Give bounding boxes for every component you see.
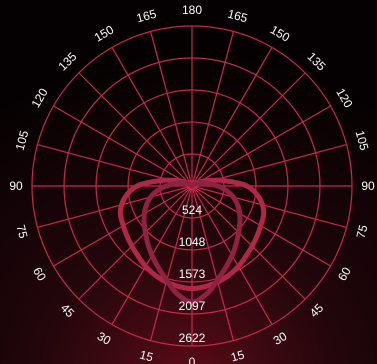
angle-tick-label-1: 15	[229, 347, 246, 364]
plot-area	[117, 177, 267, 305]
grid-spoke-9	[191, 72, 306, 187]
grid-spoke-1	[191, 185, 234, 341]
angle-tick-label-17: 105	[13, 129, 32, 152]
grid-spoke-3	[191, 185, 306, 300]
radial-tick-label-1: 1048	[179, 235, 206, 249]
angle-tick-label-11: 165	[226, 7, 249, 26]
radial-tick-label-3: 2097	[179, 299, 206, 313]
grid-spoke-16	[53, 105, 193, 187]
angle-tick-label-0: 0	[189, 355, 196, 364]
grid-spoke-11	[191, 31, 234, 187]
angle-tick-label-5: 75	[354, 223, 371, 240]
grid-spoke-23	[150, 185, 193, 341]
angle-tick-label-20: 60	[30, 265, 49, 284]
radial-tick-label-4: 2622	[179, 331, 206, 345]
grid-spoke-13	[150, 31, 193, 187]
angle-tick-label-13: 165	[135, 7, 158, 26]
grid-spoke-15	[78, 72, 193, 187]
grid-spoke-19	[37, 185, 193, 228]
radial-labels: 524 1048 1573 2097 2622	[179, 203, 206, 345]
grid-spoke-21	[78, 185, 193, 300]
radial-tick-label-2: 1573	[179, 267, 206, 281]
grid-spoke-5	[191, 185, 347, 228]
polar-grid	[31, 25, 353, 347]
angle-tick-label-2: 30	[271, 329, 290, 348]
angle-tick-label-22: 30	[95, 329, 114, 348]
angle-tick-label-7: 105	[353, 129, 372, 152]
grid-spoke-8	[191, 105, 331, 187]
angle-tick-label-18: 90	[9, 179, 23, 193]
angle-tick-label-19: 75	[14, 223, 31, 240]
grid-spoke-14	[111, 47, 193, 187]
radial-tick-label-0: 524	[182, 203, 202, 217]
angle-tick-label-6: 90	[361, 179, 375, 193]
angle-tick-label-12: 180	[182, 3, 202, 17]
angle-tick-label-23: 15	[138, 348, 155, 364]
series-curve-2	[141, 179, 243, 305]
grid-spoke-10	[191, 47, 273, 187]
angle-labels: 0 153045607590105120135150165180165150135…	[9, 3, 375, 364]
angle-tick-label-4: 60	[335, 264, 354, 283]
